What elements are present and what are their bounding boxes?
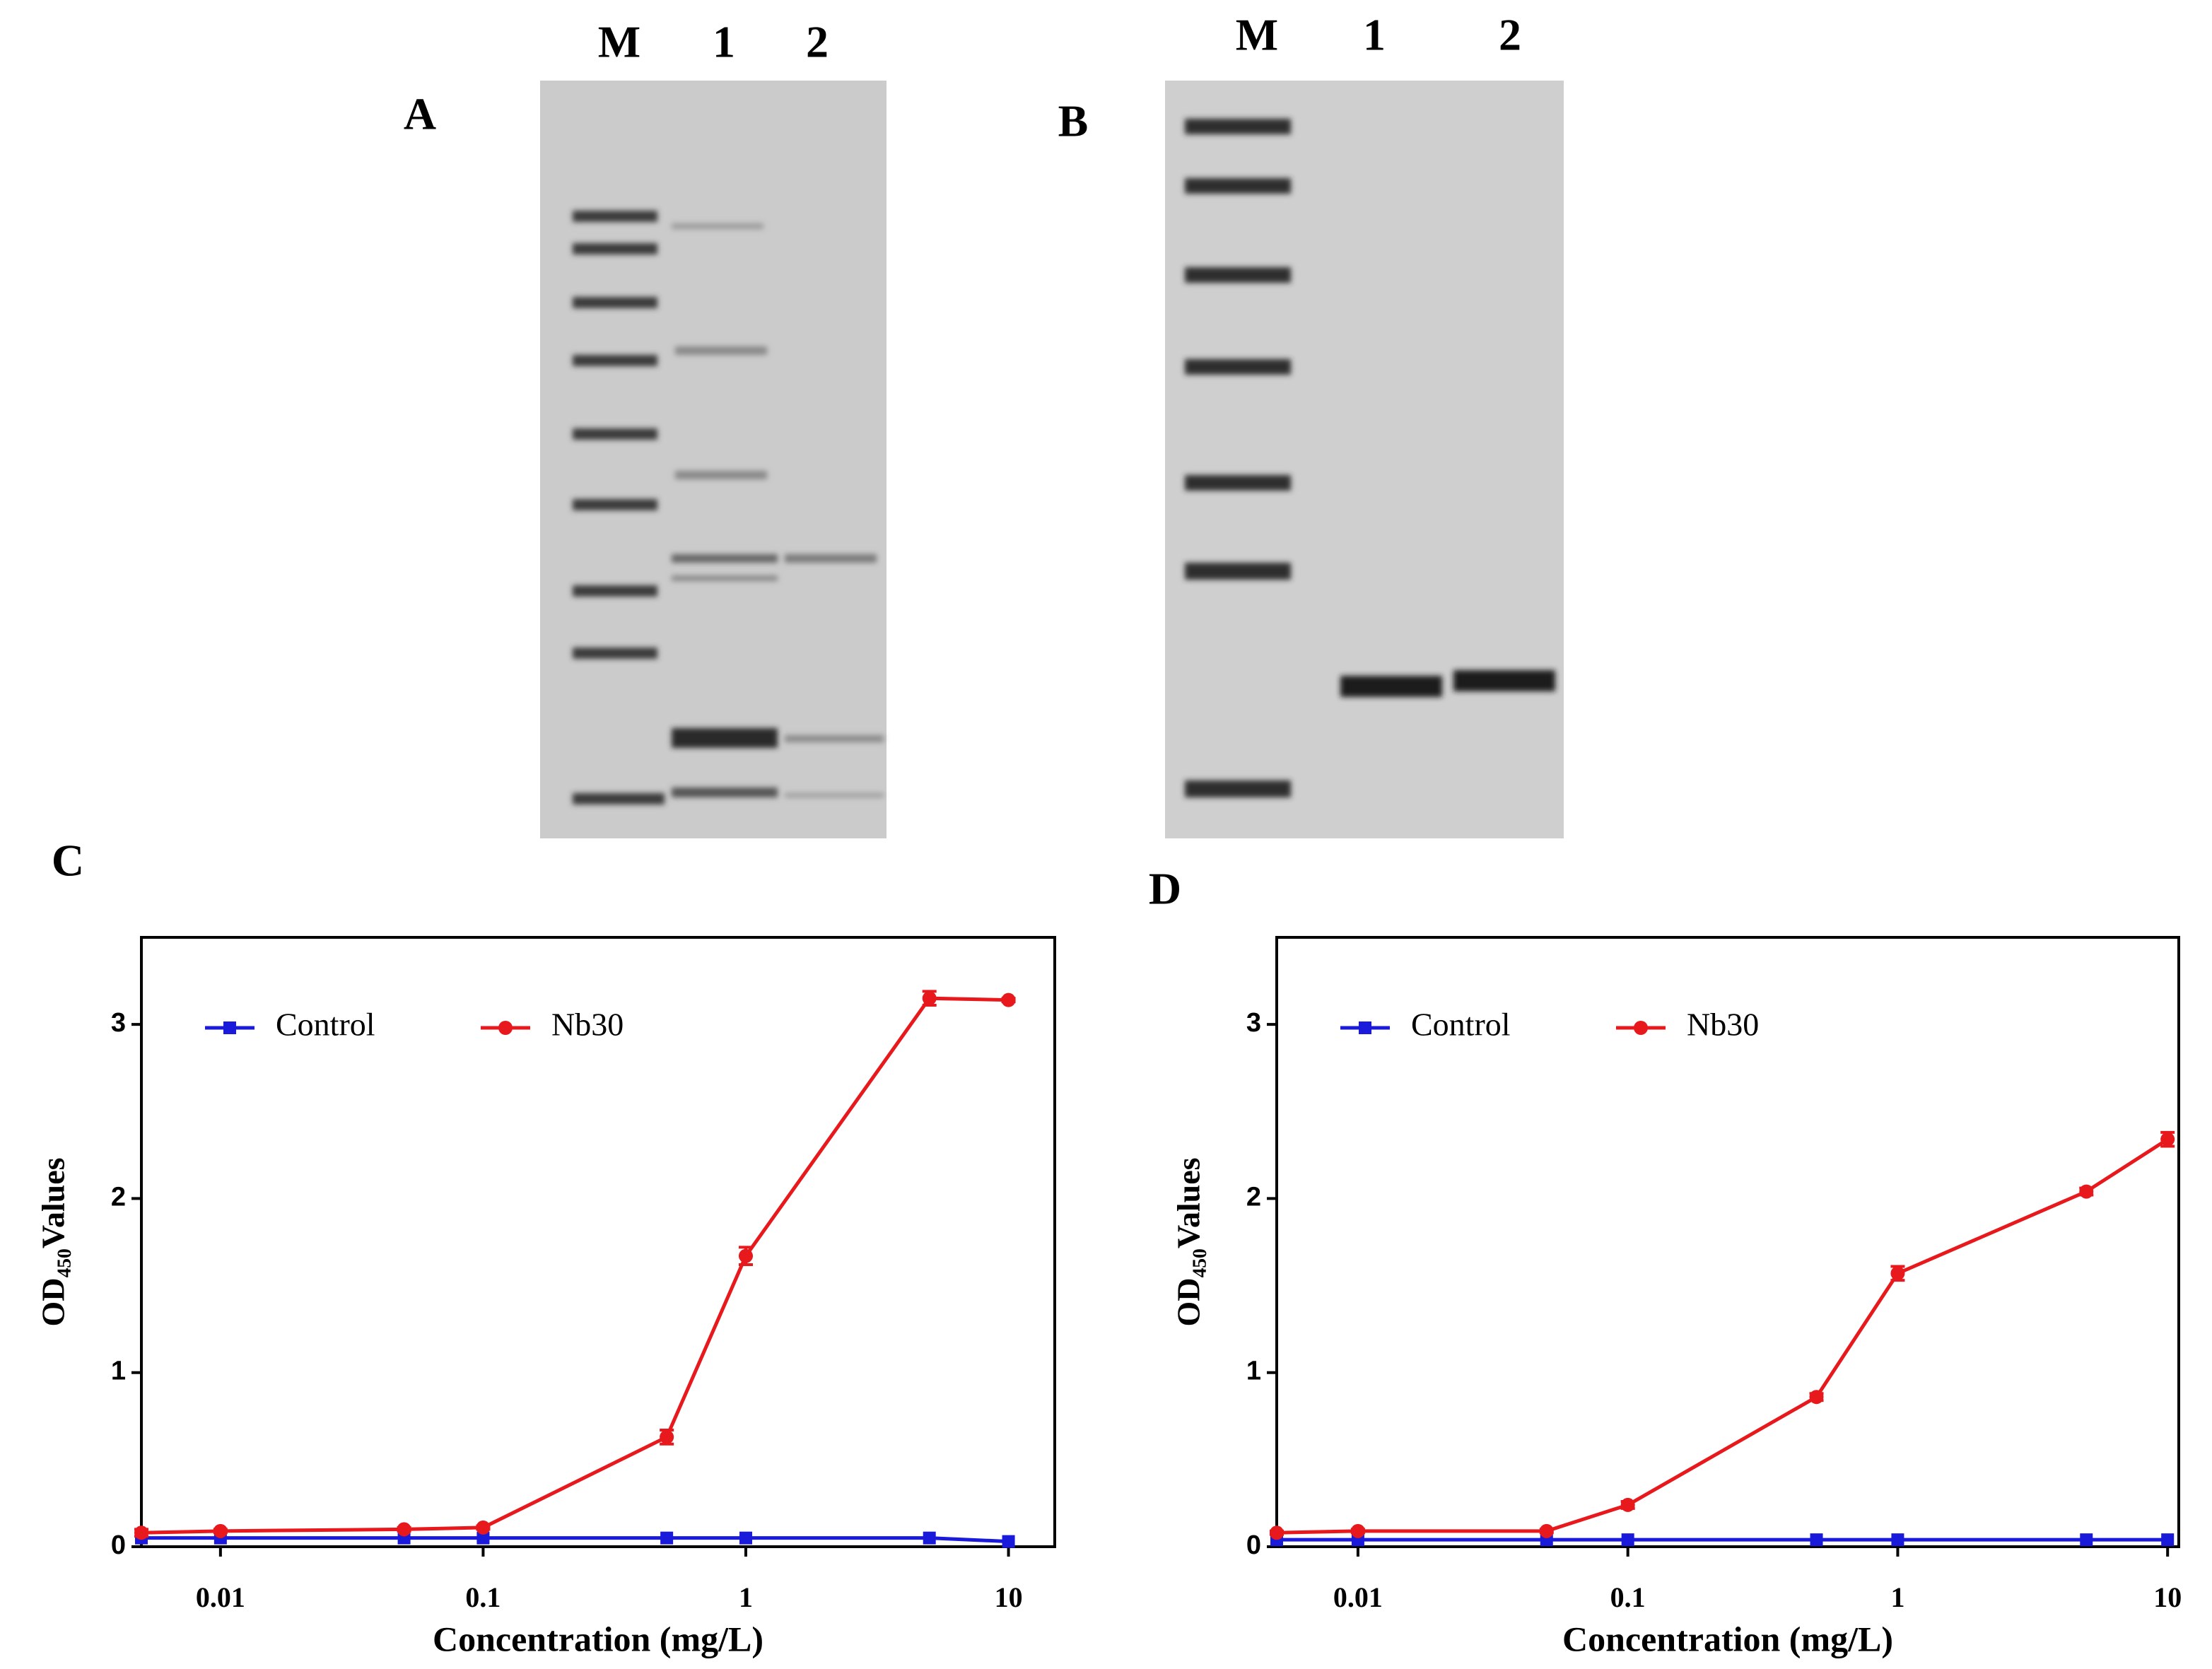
x-tick-label: 10 [2153,1581,2182,1613]
y-tick-label: 0 [1246,1530,1261,1560]
marker [476,1531,490,1545]
marker [2160,1132,2175,1147]
marker [213,1523,228,1538]
y-tick-label: 2 [111,1182,126,1212]
plot-frame [140,936,1056,1548]
marker [660,1429,674,1444]
legend-label: Control [276,1007,375,1043]
marker [1810,1533,1823,1547]
marker [476,1520,491,1535]
marker [1890,1266,1905,1281]
marker [1620,1497,1635,1512]
legend-label: Control [1411,1007,1511,1043]
lane-label: M [598,17,640,67]
y-tick-label: 0 [111,1530,126,1560]
x-tick-label: 0.01 [196,1581,245,1613]
marker [660,1531,674,1545]
ladder [1185,119,1291,797]
panel-label: C [52,836,84,886]
x-tick-label: 1 [1890,1581,1904,1613]
gel-a [540,81,886,838]
x-tick-label: 0.1 [465,1581,501,1613]
marker [1002,1535,1015,1548]
marker [1539,1523,1554,1538]
panel-label: A [404,89,436,139]
lane-label: 2 [806,17,829,67]
legend-label: Nb30 [551,1007,624,1043]
y-tick-label: 1 [1246,1357,1261,1386]
x-axis-label: Concentration (mg/L) [433,1619,763,1658]
gel-background [1165,81,1564,838]
y-tick-label: 2 [1246,1182,1261,1212]
legend-label: Nb30 [1687,1007,1759,1043]
y-tick-label: 3 [1246,1008,1261,1038]
gel-b [1165,81,1564,838]
marker [923,1531,936,1545]
x-axis-label: Concentration (mg/L) [1562,1619,1893,1658]
marker [739,1531,752,1545]
series-line [141,1536,1009,1544]
lane-label: 1 [1363,10,1386,60]
y-axis-label: OD₄₅₀Values [35,1157,71,1326]
marker [922,991,937,1006]
legend-marker [223,1021,236,1034]
x-tick-label: 0.01 [1333,1581,1383,1613]
x-tick-label: 1 [739,1581,753,1613]
y-tick-label: 1 [111,1357,126,1386]
marker [738,1248,753,1263]
marker [134,1525,148,1540]
marker [1809,1390,1824,1405]
gel-background [540,81,886,838]
marker [1001,992,1016,1007]
lane-label: 1 [713,17,735,67]
marker [1350,1523,1365,1538]
marker [2079,1184,2094,1199]
legend-marker [1634,1021,1648,1035]
lane-label: 2 [1499,10,1521,60]
y-tick-label: 3 [111,1008,126,1038]
marker [1270,1525,1284,1540]
x-tick-label: 0.1 [1610,1581,1646,1613]
ladder [573,211,665,804]
lane-bands [672,223,884,797]
legend-marker [498,1021,513,1035]
series-line [141,996,1009,1535]
marker [2080,1533,2093,1547]
x-tick-label: 10 [995,1581,1023,1613]
marker [2161,1533,2175,1547]
marker [1891,1533,1904,1547]
marker [1621,1533,1634,1547]
marker [397,1522,411,1537]
legend-marker [1359,1021,1371,1034]
panel-label: B [1058,96,1089,146]
panel-label: D [1149,864,1181,914]
lane-label: M [1236,10,1278,60]
y-axis-label: OD₄₅₀Values [1171,1157,1207,1326]
plot-frame [1275,936,2180,1548]
lane-bands [1340,670,1555,697]
series-line [1276,1137,2169,1535]
